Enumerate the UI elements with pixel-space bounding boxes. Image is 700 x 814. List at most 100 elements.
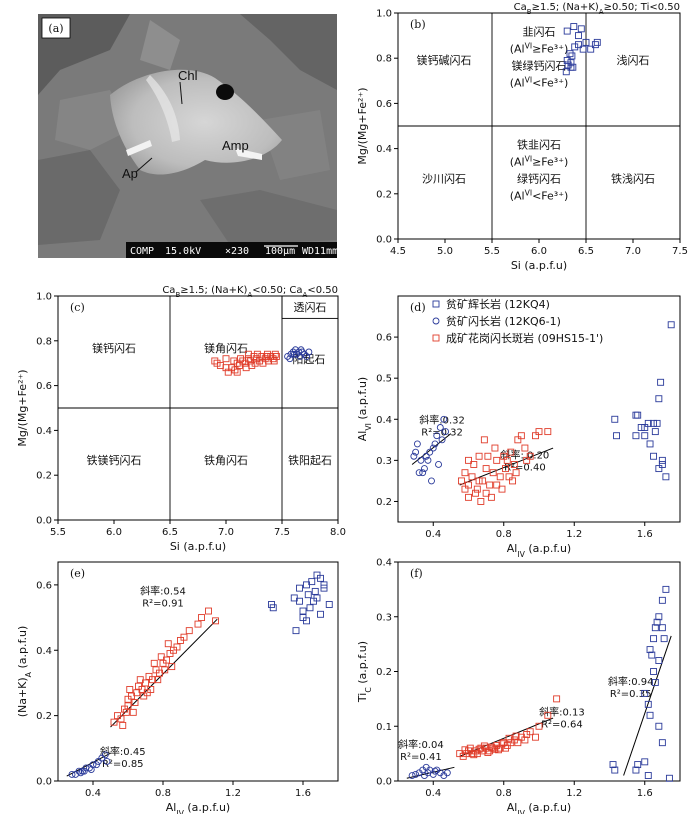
data-point — [575, 32, 582, 40]
data-point — [231, 366, 239, 374]
data-point — [532, 432, 539, 440]
panel-label-a: (a) — [48, 22, 63, 35]
data-point — [412, 448, 420, 456]
data-point — [510, 461, 518, 468]
data-point — [259, 359, 267, 367]
y-tick-label: 0.8 — [376, 54, 392, 65]
data-point — [484, 452, 492, 460]
data-point — [75, 767, 83, 775]
x-tick-label: 0.4 — [425, 788, 441, 799]
data-point — [305, 348, 313, 356]
data-point — [313, 594, 321, 602]
data-point — [484, 749, 492, 756]
data-point — [648, 651, 656, 659]
y-tick-label: 0.5 — [376, 374, 392, 385]
legend-marker — [432, 300, 440, 308]
data-point — [482, 465, 490, 473]
region-label: 铁韭闪石 — [517, 138, 561, 152]
x-axis-label: Si (a.p.f.u) — [511, 259, 567, 272]
data-point — [458, 477, 465, 485]
data-point — [587, 45, 595, 53]
data-point — [438, 436, 446, 444]
data-point — [168, 663, 176, 671]
y-tick-label: 0.8 — [36, 336, 52, 347]
y-tick-label: 0.4 — [36, 646, 52, 657]
data-point — [653, 618, 661, 626]
data-point — [632, 432, 640, 440]
data-point — [429, 444, 437, 452]
data-point — [496, 744, 504, 752]
data-point — [299, 607, 307, 615]
data-point — [205, 607, 212, 615]
x-tick-label: 1.6 — [637, 788, 653, 799]
region-label: 透闪石 — [294, 300, 327, 314]
y-tick-label: 0.0 — [36, 777, 52, 788]
data-point — [651, 679, 659, 686]
data-point — [507, 448, 515, 456]
region-label: 铁阳起石 — [288, 454, 332, 467]
y-tick-label: 0.1 — [376, 722, 392, 733]
data-point — [415, 469, 423, 477]
data-point — [419, 469, 427, 477]
data-point — [502, 744, 509, 752]
data-point — [498, 485, 506, 493]
data-point — [641, 432, 649, 440]
data-point — [320, 581, 328, 589]
data-point — [465, 493, 472, 501]
data-point — [495, 746, 502, 754]
data-point — [468, 473, 476, 481]
data-point — [496, 473, 504, 481]
y-tick-label: 0.6 — [376, 333, 392, 344]
data-point — [117, 715, 125, 723]
y-tick-label: 0.3 — [376, 612, 392, 623]
data-point — [512, 732, 520, 740]
data-point — [646, 440, 654, 448]
data-point — [665, 774, 673, 782]
x-axis-label: AlIV (a.p.f.u) — [507, 542, 571, 559]
data-point — [286, 355, 294, 363]
plot-frame — [57, 561, 339, 782]
data-point — [124, 702, 132, 710]
data-point — [426, 448, 434, 456]
data-point — [482, 489, 490, 497]
chl-label: Chl — [178, 68, 198, 83]
x-axis-label: AlIV (a.p.f.u) — [166, 801, 230, 814]
y-tick-label: 0.2 — [36, 471, 52, 482]
data-point — [480, 742, 488, 750]
data-point — [304, 591, 312, 599]
data-point — [532, 733, 539, 741]
slope-label: 斜率:0.32 — [419, 413, 465, 426]
sem-scale: 100μm — [265, 246, 295, 257]
plot-frame — [397, 295, 681, 523]
region-label: 阳起石 — [292, 353, 325, 366]
data-point — [521, 736, 529, 744]
data-point — [433, 432, 441, 440]
x-tick-label: 1.6 — [637, 529, 653, 540]
data-point — [269, 604, 277, 612]
y-tick-label: 0.0 — [376, 777, 392, 788]
data-point — [641, 758, 649, 766]
x-tick-label: 6.0 — [106, 527, 122, 538]
data-point — [296, 597, 303, 605]
x-tick-label: 7.0 — [625, 246, 641, 257]
data-point — [222, 364, 230, 372]
data-point — [650, 635, 658, 643]
regression-line — [411, 433, 452, 465]
data-point — [655, 722, 663, 730]
region-label: 韭闪石 — [523, 25, 556, 39]
data-point — [544, 428, 552, 436]
data-point — [222, 355, 230, 363]
data-point — [577, 25, 585, 33]
data-point — [110, 718, 118, 726]
data-point — [212, 617, 219, 625]
r2-label: R²=0.64 — [541, 719, 583, 730]
data-point — [185, 627, 193, 635]
data-point — [658, 456, 666, 464]
region-label: 沙川闪石 — [422, 172, 466, 186]
data-point — [466, 744, 474, 752]
data-point — [308, 578, 316, 586]
x-axis-label: Si (a.p.f.u) — [170, 540, 226, 553]
data-point — [473, 485, 481, 493]
data-point — [632, 411, 640, 419]
data-point — [655, 613, 663, 621]
